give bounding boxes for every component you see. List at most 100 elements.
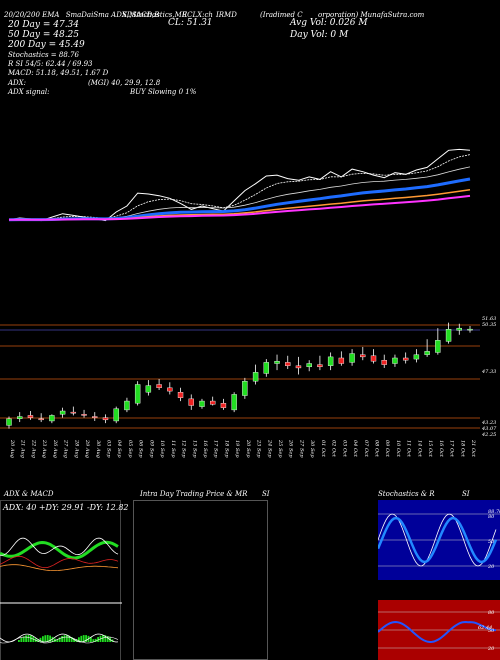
date-label: 12 Sep [181,440,187,458]
header-indicators: SI,Stochastics,MR [122,11,188,19]
date-label: 17 Oct [449,440,455,458]
macd-bar [49,635,51,642]
stoch-panel-si: SI [462,490,470,498]
macd-bar [58,637,61,642]
macd-bar [82,635,85,642]
candle-body [263,362,270,374]
date-label: 01 Oct [320,440,326,458]
macd-bar [70,637,73,642]
candle-body [445,329,452,342]
ema20-value: 20 Day = 47.34 [8,20,80,30]
date-label: 19 Sep [234,440,240,458]
price-label-2: 50.35 [482,322,497,328]
candle-body [6,418,12,426]
date-label: 27 Aug [63,439,69,458]
date-label: 18 Oct [459,440,465,458]
date-label: 09 Sep [148,440,154,458]
date-label: 30 Aug [95,440,101,458]
header-exchange: ECLX:ch [182,11,213,19]
date-label: 05 Sep [127,440,133,458]
candle-body [81,414,87,416]
date-label: 02 Oct [331,440,337,458]
adx-panel-values: ADX: 40 +DY: 29.91 -DY: 12.82 [3,503,129,512]
stoch-d-line [378,516,498,564]
rsi-level-20: 20 [488,646,495,652]
candle-body [252,372,259,382]
date-label: 22 Aug [30,439,36,458]
ema200-value: 200 Day = 45.49 [8,40,85,50]
date-label: 03 Sep [105,440,111,458]
macd-bar [37,639,39,642]
header-line1: 20/20/200 EMA SmaDaiSma ADX,MACD,B [4,11,160,19]
stoch-level-20: 20 [488,564,495,570]
candle-body [285,362,291,366]
macd-bar [94,638,97,642]
ema50-value: 50 Day = 48.25 [8,30,80,40]
candle-body [220,403,227,408]
candle-body [199,400,205,407]
date-label: 18 Sep [223,440,229,458]
macd-bar [106,636,109,642]
date-label: 15 Oct [427,440,433,458]
date-label: 25 Sep [277,439,283,458]
candle-body [17,416,23,419]
date-label: 20 Sep [245,439,251,458]
macd-bar [104,635,107,642]
price-label-5: 43.07 [482,426,497,432]
candle-body [102,417,109,421]
macd-bar [90,637,92,642]
date-label: 04 Sep [116,440,122,458]
macd-bar [61,636,63,642]
candle-body [38,418,44,421]
adx-label: ADX: [8,79,27,87]
avg-volume: Avg Vol: 0.026 M [290,18,368,28]
rsi-level-50: 50 [488,628,495,634]
date-label: 13 Sep [191,440,197,458]
price-label-6: 42.25 [482,432,497,438]
candle-body [274,361,280,364]
macd-bar [39,637,42,642]
date-label: 16 Sep [202,440,208,458]
candle-body [209,400,216,405]
date-label: 24 Sep [266,439,272,458]
candle-body [59,410,66,415]
rsi-level-80: 80 [488,610,495,616]
candle-body [327,356,334,366]
macd-bar [68,635,71,642]
date-label: 16 Oct [438,440,444,458]
date-label: 23 Aug [41,439,47,458]
candle-body [70,411,77,414]
candle-body [435,340,441,353]
adx-panel-title: ADX & MACD [4,490,54,498]
date-label: 07 Oct [363,440,369,458]
adx-line [0,537,119,556]
day-volume: Day Vol: 0 M [290,30,349,40]
macd-bar [63,635,66,642]
ema-long-line [9,194,471,221]
adx-values: (MGI) 40, 29.9, 12.8 [88,79,161,87]
candle-body [113,408,119,422]
date-label: 27 Sep [298,439,304,458]
macd-bar [25,635,27,642]
macd-signal-line [0,636,119,644]
macd-bar [42,636,44,642]
candle-body [306,363,312,368]
date-label: 21 Oct [470,439,476,458]
macd-bar [73,638,75,642]
macd-bar [92,639,95,642]
stoch-rsi-panel [378,500,500,660]
candle-body [177,392,184,398]
price-label-1: 51.63 [482,316,497,322]
date-label: 04 Oct [352,440,358,458]
macd-bar [18,640,20,642]
candle-body [167,387,173,392]
adx-signal-value: BUY Slowing 0 1% [130,88,197,96]
candle-body [231,394,237,411]
date-label: 10 Oct [395,440,401,458]
date-label: 17 Sep [213,440,219,458]
date-label: 26 Aug [52,439,58,458]
candle-body [467,328,473,331]
candle-body [145,385,152,393]
candle-body [188,398,194,406]
header-company: (Iradimed C [260,11,303,19]
